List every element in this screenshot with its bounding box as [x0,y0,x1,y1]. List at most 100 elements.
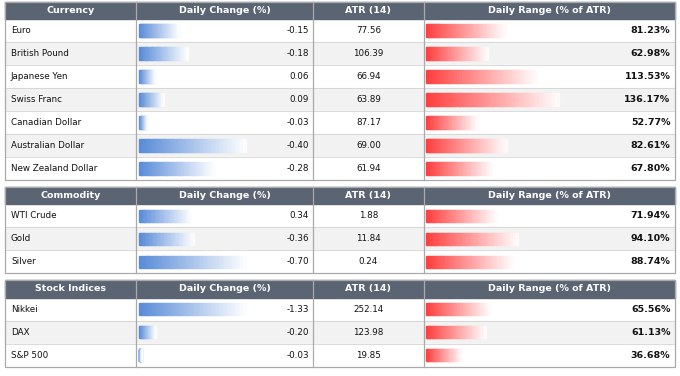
Bar [222,256,225,268]
Bar [150,209,151,222]
Bar [503,93,506,106]
Bar [238,303,241,315]
Bar [493,209,495,222]
Bar [153,70,154,83]
Bar [136,298,313,321]
Bar [187,209,189,222]
Bar [152,93,154,106]
Bar [432,116,435,129]
Bar [443,326,445,338]
Bar [159,24,160,37]
Bar [502,232,505,245]
Bar [460,47,462,60]
Bar [163,209,164,222]
Text: 67.80%: 67.80% [631,164,670,173]
Bar [174,47,175,60]
Bar [444,209,446,222]
Bar [447,232,449,245]
Bar [447,162,449,175]
Bar [161,93,163,106]
Bar [424,280,675,298]
Bar [474,303,476,315]
Bar [501,24,504,37]
Bar [176,47,178,60]
Bar [462,93,466,106]
Bar [431,326,432,338]
Bar [475,116,477,129]
Bar [165,162,167,175]
Bar [152,47,154,60]
Bar [203,303,206,315]
Bar [145,93,146,106]
Bar [475,24,478,37]
Bar [171,47,173,60]
Bar [479,70,481,83]
Bar [451,47,453,60]
Bar [161,232,163,245]
Bar [163,24,165,37]
Bar [139,209,141,222]
Bar [502,256,504,268]
Bar [468,303,470,315]
Bar [153,24,154,37]
Bar [178,24,180,37]
Bar [206,256,209,268]
Bar [145,139,148,152]
Text: 65.56%: 65.56% [631,305,670,314]
Bar [160,209,162,222]
Text: ATR (14): ATR (14) [345,191,392,200]
Bar [503,24,505,37]
Bar [227,303,230,315]
Bar [441,162,443,175]
Bar [171,47,172,60]
Bar [471,116,473,129]
Text: 36.68%: 36.68% [631,350,670,359]
Bar [224,256,227,268]
Bar [195,162,197,175]
Bar [175,209,177,222]
Bar [483,139,485,152]
Bar [169,47,171,60]
Text: 61.94: 61.94 [356,164,381,173]
Bar [447,47,449,60]
Bar [464,303,466,315]
Bar [450,303,452,315]
Bar [504,256,507,268]
Bar [445,326,447,338]
Bar [437,349,439,361]
Bar [186,162,188,175]
Bar [500,256,502,268]
Bar [424,250,675,273]
Bar [139,256,142,268]
Text: 11.84: 11.84 [356,234,381,243]
Bar [182,232,184,245]
Bar [439,139,441,152]
Bar [176,24,177,37]
Bar [466,209,469,222]
Bar [183,209,185,222]
Bar [167,24,169,37]
Bar [464,116,465,129]
Bar [161,93,162,106]
Bar [222,303,225,315]
Bar [542,93,545,106]
Text: Daily Range (% of ATR): Daily Range (% of ATR) [488,285,611,294]
Bar [177,303,180,315]
Bar [5,280,675,367]
Bar [438,24,441,37]
Bar [460,232,463,245]
Bar [424,187,675,205]
Bar [170,24,171,37]
Bar [147,209,149,222]
Bar [150,24,151,37]
Bar [180,162,182,175]
Bar [490,162,492,175]
Bar [466,303,468,315]
Bar [458,232,461,245]
Bar [140,93,141,106]
Bar [478,326,480,338]
Bar [439,162,441,175]
Bar [430,303,432,315]
Bar [453,326,455,338]
Bar [201,303,203,315]
